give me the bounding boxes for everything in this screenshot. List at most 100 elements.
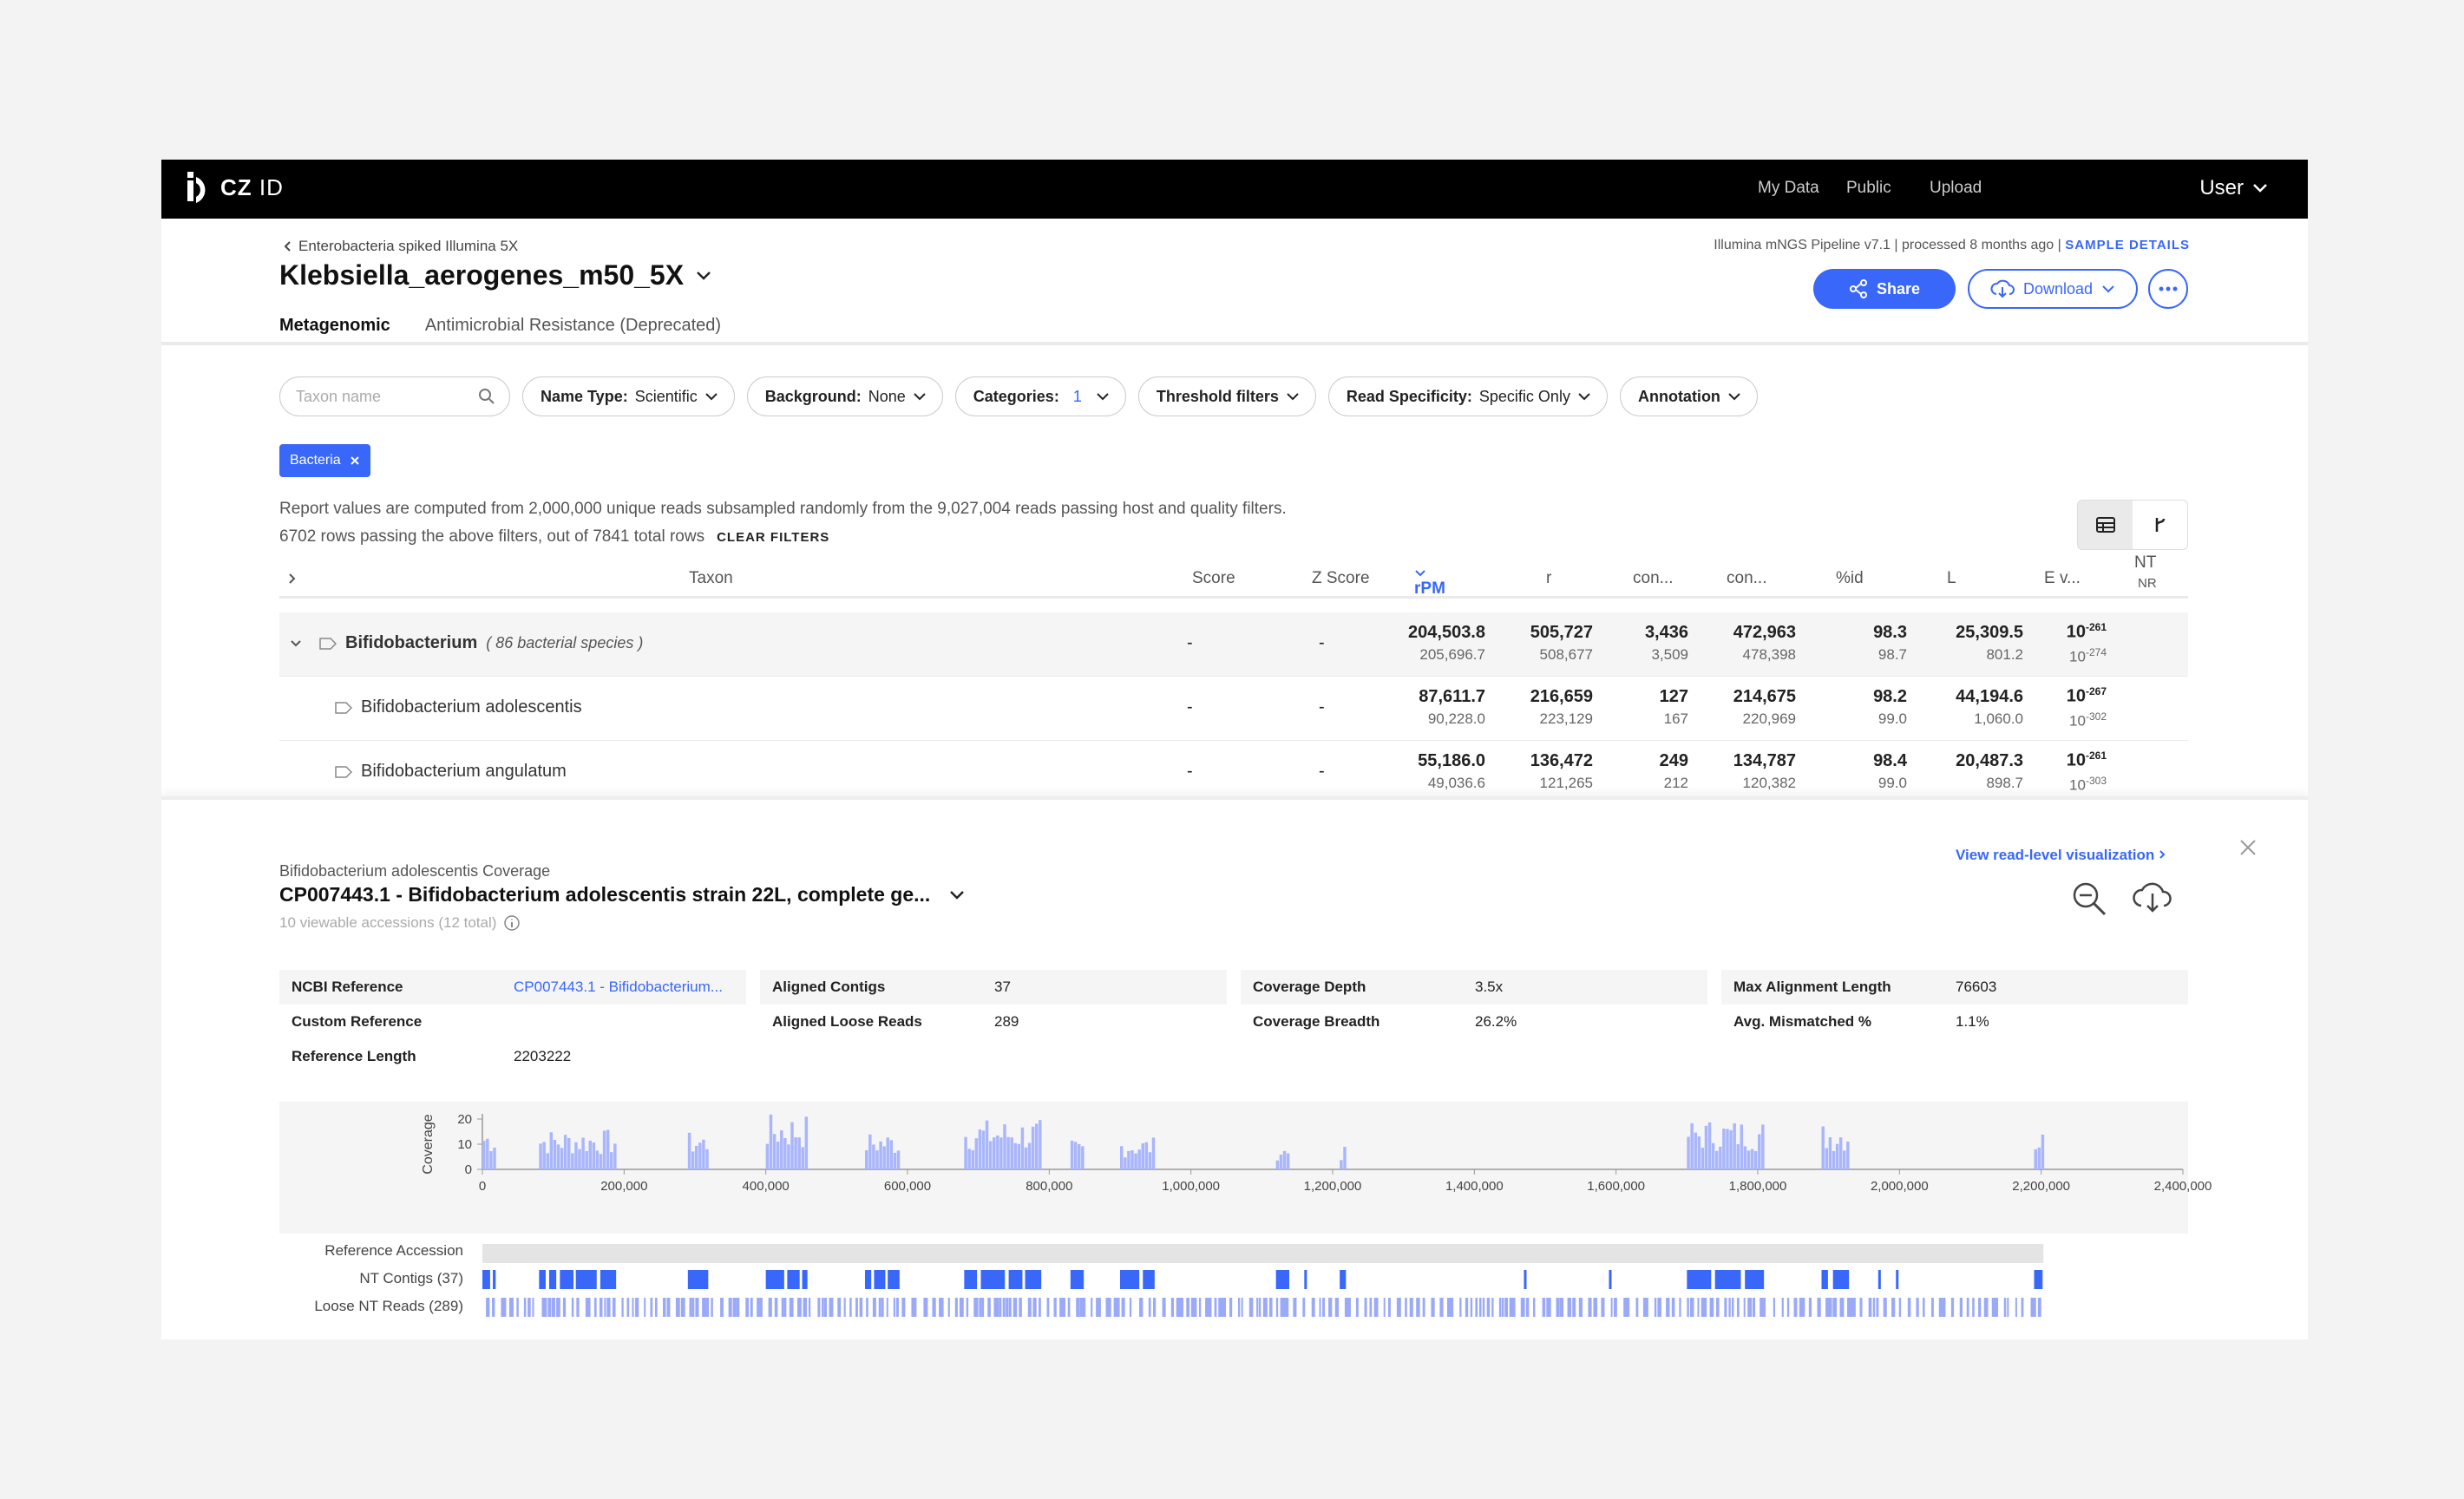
nt-contig [1143,1270,1155,1289]
x-tick-label: 2,000,000 [1871,1179,1929,1194]
loose-nt-read [1613,1298,1617,1317]
share-button[interactable]: Share [1813,269,1956,309]
loose-nt-read [939,1298,943,1317]
ncbi-reference-link[interactable]: CP007443.1 - Bifidobacterium... [514,979,723,995]
loose-nt-read [1179,1298,1184,1317]
close-icon[interactable] [2238,838,2258,857]
zoom-icon[interactable] [2070,880,2108,918]
coverage-bar [1282,1150,1287,1169]
loose-nt-read [1627,1298,1630,1317]
sample-title-dropdown[interactable]: Klebsiella_aerogenes_m50_5X [279,259,711,291]
loose-nt-read [1991,1298,1996,1317]
col-score[interactable]: Score [1192,569,1235,587]
close-icon[interactable] [350,455,360,466]
loose-nt-read [966,1298,969,1317]
metadata-row: NCBI Reference CP007443.1 - Bifidobacteri… [279,970,746,1005]
evalue-nr-base: 10 [2069,712,2086,730]
more-actions-button[interactable] [2148,269,2188,309]
annotation-filter[interactable]: Annotation [1619,376,1758,416]
x-tick-label: 400,000 [743,1179,790,1194]
coverage-bar [1687,1136,1690,1169]
bacteria-filter-chip[interactable]: Bacteria [279,444,370,477]
cloud-download-icon[interactable] [2131,880,2174,914]
nt-contig [865,1270,872,1289]
categories-count: 1 [1072,387,1082,405]
col-nt[interactable]: NT [2134,553,2157,572]
col-rpm[interactable]: rPM [1414,569,1445,598]
col-contig-r[interactable]: con... [1633,569,1674,587]
loose-nt-read [1808,1298,1812,1317]
metadata-column: Aligned Contigs 37 Aligned Loose Reads 289 [760,970,1227,1039]
loose-nt-read [1387,1298,1391,1317]
chevron-right-icon[interactable] [288,573,297,585]
breadcrumb[interactable]: Enterobacteria spiked Illumina 5X [283,238,518,255]
col-contig-r-count[interactable]: con... [1727,569,1767,587]
l-cell: 25,309.5 801.2 [1956,623,2023,664]
user-menu[interactable]: User [2199,176,2268,200]
tab-metagenomic[interactable]: Metagenomic [279,316,390,345]
collapse-chevron-icon[interactable] [290,639,302,648]
metadata-key: Coverage Breadth [1253,1013,1380,1030]
taxon-cell: Bifidobacterium angulatum [335,762,567,782]
pid-nr: 98.7 [1877,646,1907,663]
loose-nt-read [621,1298,624,1317]
col-nr[interactable]: NR [2138,576,2157,591]
nav-upload[interactable]: Upload [1930,179,1982,197]
loose-nt-read [1972,1298,1975,1317]
table-row[interactable]: Bifidobacterium angulatum - - 55,186.0 49… [279,741,2188,805]
name-type-filter[interactable]: Name Type: Scientific [522,376,735,416]
loose-nt-read [551,1298,556,1317]
col-evalue[interactable]: E v... [2044,569,2081,587]
contig-nt: 127 [1659,687,1688,706]
coverage-chart[interactable]: 0 10 20 Coverage 0 200,000 400,000 600,000 800,0… [161,800,2308,1339]
l-nt: 20,487.3 [1956,751,2023,770]
read-specificity-filter[interactable]: Read Specificity: Specific Only [1327,376,1608,416]
threshold-filter[interactable]: Threshold filters [1137,376,1316,416]
loose-nt-read [1610,1298,1613,1317]
loose-nt-read [954,1298,958,1317]
loose-nt-read [1773,1298,1776,1317]
nav-my-data[interactable]: My Data [1758,179,1819,197]
loose-nt-read [1082,1298,1086,1317]
nt-contig [802,1270,808,1289]
nav-public[interactable]: Public [1846,179,1891,197]
clear-filters-link[interactable]: CLEAR FILTERS [717,530,830,545]
categories-filter[interactable]: Categories: 1 [954,376,1126,416]
col-l[interactable]: L [1947,569,1956,587]
col-taxon[interactable]: Taxon [689,569,733,587]
tree-icon [2155,518,2165,532]
loose-nt-read [896,1298,899,1317]
view-read-level-link[interactable]: View read-level visualization [1956,847,2166,864]
col-pid[interactable]: %id [1836,569,1864,587]
background-filter[interactable]: Background: None [746,376,943,416]
loose-nt-read [571,1298,574,1317]
tree-view-button[interactable] [2133,501,2187,549]
czid-logo[interactable]: CZ ID [184,170,284,205]
tab-amr[interactable]: Antimicrobial Resistance (Deprecated) [424,316,722,335]
background-label: Background: [764,387,862,405]
table-row[interactable]: Bifidobacterium adolescentis - - 87,611.… [279,677,2188,741]
loose-nt-read [1162,1298,1166,1317]
download-button[interactable]: Download [1968,269,2138,309]
loose-nt-read [1190,1298,1195,1317]
loose-nt-read [849,1298,852,1317]
loose-nt-read [1355,1298,1359,1317]
nt-contig [1340,1270,1347,1289]
sample-details-link[interactable]: SAMPLE DETAILS [2065,238,2190,252]
coverage-bar [1743,1146,1747,1169]
czid-logo-icon [187,172,206,203]
coverage-bar [1726,1129,1729,1169]
table-view-button[interactable] [2078,501,2133,549]
coverage-bar [599,1154,603,1169]
loose-nt-read [1743,1298,1746,1317]
table-row[interactable]: Bifidobacterium ( 86 bacterial species )… [279,612,2188,677]
info-icon[interactable] [503,914,521,932]
taxon-search-input[interactable]: Taxon name [279,376,510,416]
col-r[interactable]: r [1546,569,1552,587]
track-label-reference: Reference Accession [324,1242,463,1259]
col-zscore[interactable]: Z Score [1312,569,1370,587]
evalue-nt-exp: -261 [2085,621,2107,633]
accession-select[interactable]: CP007443.1 - Bifidobacterium adolescenti… [279,883,965,907]
coverage-bar [790,1122,794,1169]
loose-nt-read [1176,1298,1181,1317]
